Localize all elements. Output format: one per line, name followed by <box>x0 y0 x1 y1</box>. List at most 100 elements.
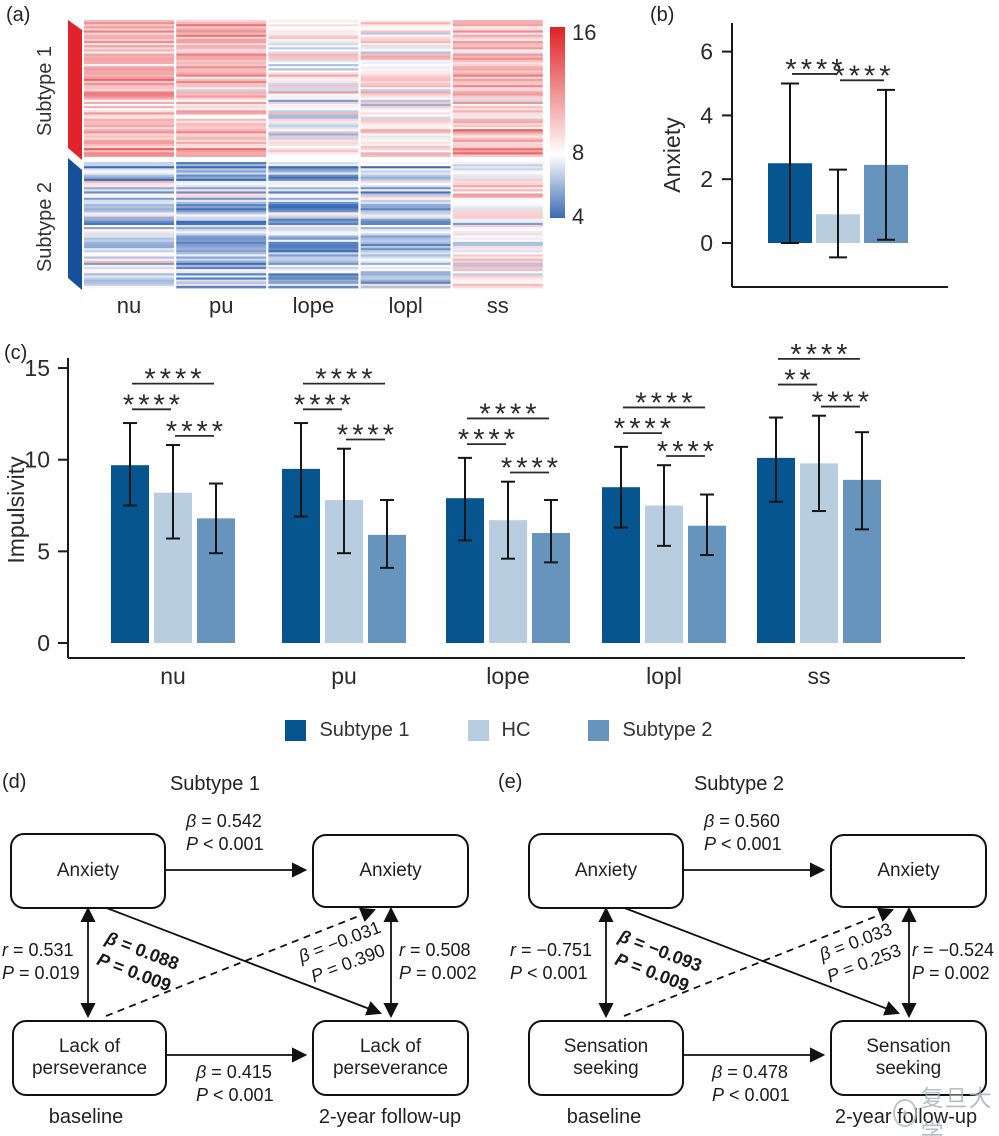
c-errorbar-lope-0 <box>458 456 472 542</box>
heatmap-cells <box>84 20 543 289</box>
panel-b-label: (b) <box>650 4 675 26</box>
legend-item-hc: HC <box>467 719 530 742</box>
c-sig-stars-nu: **** <box>123 389 184 421</box>
colorbar-tick-8: 8 <box>572 140 584 165</box>
b-y-axis-title: Anxiety <box>659 117 685 193</box>
heatmap-column-label-lopl: lopl <box>388 293 422 318</box>
legend-item-subtype-2: Subtype 2 <box>588 719 713 742</box>
heatmap-column-label-pu: pu <box>209 293 233 318</box>
box-e-sensation-baseline: Sensation seeking <box>528 1020 684 1096</box>
path-model-arrows <box>80 862 917 1063</box>
time-label-d-followup: 2-year follow-up <box>318 1106 462 1128</box>
c-errorbar-lope-1 <box>501 480 515 560</box>
heatmap-column-label-lope: lope <box>293 293 335 318</box>
c-errorbar-ss-2 <box>855 431 869 531</box>
box-d-anxiety-followup: Anxiety <box>312 834 469 908</box>
box-e-anxiety-followup: Anxiety <box>830 834 987 908</box>
c-sig-stars-nu: **** <box>166 416 227 448</box>
b-sig-stars: **** <box>785 54 846 86</box>
c-errorbar-lopl-1 <box>657 464 671 547</box>
panel-e-label: (e) <box>498 771 523 793</box>
heatmap-panel: nu pu lope lopl ss 16 8 4 <box>68 20 596 318</box>
b-errorbar-2 <box>877 88 895 241</box>
legend-swatch <box>285 720 307 741</box>
c-sig-stars-nu: **** <box>144 364 205 396</box>
watermark-seal-icon: ✦ <box>893 1099 917 1127</box>
c-errorbar-nu-1 <box>166 444 180 540</box>
panel-c-label: (c) <box>4 342 28 364</box>
c-ytick-label: 0 <box>37 630 50 656</box>
stat-d-left-correlation: r = 0.531 P = 0.019 <box>2 940 80 984</box>
legend-swatch <box>467 720 489 741</box>
c-sig-stars-lope: **** <box>458 424 519 456</box>
c-ytick-label: 15 <box>24 355 50 381</box>
arrow-e-cross-lag-dashed <box>623 907 894 1017</box>
panel-d-title: Subtype 1 <box>169 773 261 795</box>
b-ytick-label: 6 <box>700 39 713 65</box>
subtype2-band <box>68 158 82 290</box>
c-ytick-label: 5 <box>37 538 50 564</box>
c-errorbar-nu-2 <box>209 482 223 555</box>
arrow-d-cross-lag-solid <box>103 906 382 1016</box>
stat-e-bottom: β = 0.478 P < 0.001 <box>712 1062 790 1106</box>
heatmap-column-label-ss: ss <box>487 293 509 318</box>
c-sig-stars-pu: **** <box>294 389 355 421</box>
impulsivity-bar-chart: 051015Impulsivitynu************pu*******… <box>3 339 965 689</box>
legend-label: Subtype 2 <box>622 719 713 741</box>
watermark-logo: ✦ 复旦大学 <box>893 1085 999 1136</box>
c-sig-stars-ss: **** <box>812 387 873 419</box>
c-errorbar-lopl-0 <box>614 445 628 529</box>
row-group-label-subtype2: Subtype 2 <box>34 181 56 273</box>
c-category-label-lopl: lopl <box>646 663 682 689</box>
c-sig-stars-lope: **** <box>479 398 540 430</box>
box-d-perseverance-followup: Lack of perseverance <box>312 1020 469 1096</box>
stat-e-right-correlation: r = −0.524 P = 0.002 <box>912 940 995 984</box>
row-group-label-subtype1: Subtype 1 <box>34 45 56 137</box>
stat-d-top: β = 0.542 P < 0.001 <box>186 811 264 855</box>
subtype1-band <box>68 20 82 160</box>
c-errorbar-pu-2 <box>380 499 394 569</box>
legend-label: Subtype 1 <box>319 719 410 741</box>
c-category-label-lope: lope <box>486 663 529 689</box>
panel-d-label: (d) <box>2 771 27 793</box>
b-errorbar-0 <box>781 82 799 244</box>
colorbar-tick-16: 16 <box>572 20 596 45</box>
box-e-anxiety-baseline: Anxiety <box>528 833 684 909</box>
anxiety-bar-chart: 0 2 4 6 Anxiety ******** <box>659 23 948 289</box>
c-errorbar-ss-1 <box>812 414 826 513</box>
stat-d-bottom: β = 0.415 P < 0.001 <box>196 1062 274 1106</box>
c-sig-stars-lopl: **** <box>635 387 696 419</box>
c-sig-stars-lopl: **** <box>657 436 718 468</box>
b-errorbar-1 <box>829 168 847 259</box>
box-d-anxiety-baseline: Anxiety <box>10 833 166 909</box>
heatmap-column-label-nu: nu <box>117 293 141 318</box>
c-errorbar-nu-0 <box>123 422 137 507</box>
c-sig-stars-pu: **** <box>315 364 376 396</box>
legend-item-subtype-1: Subtype 1 <box>285 719 410 742</box>
c-sig-stars-lope: **** <box>501 453 562 485</box>
time-label-d-baseline: baseline <box>48 1106 124 1128</box>
time-label-e-baseline: baseline <box>566 1106 642 1128</box>
watermark-text: 复旦大学 <box>920 1085 993 1136</box>
box-e-sensation-followup: Sensation seeking <box>830 1020 987 1096</box>
panel-a-label: (a) <box>6 4 31 26</box>
stat-d-right-correlation: r = 0.508 P = 0.002 <box>399 940 477 984</box>
c-sig-stars-ss: ** <box>784 365 815 397</box>
c-category-label-pu: pu <box>331 663 357 689</box>
colorbar-tick-4: 4 <box>572 204 584 229</box>
c-errorbar-pu-0 <box>294 422 308 518</box>
legend-swatch <box>588 720 610 741</box>
c-sig-stars-ss: **** <box>790 339 851 371</box>
panel-e-title: Subtype 2 <box>693 773 785 795</box>
c-errorbar-pu-1 <box>337 447 351 555</box>
c-y-axis-title: Impulsivity <box>3 456 29 564</box>
stat-e-top: β = 0.560 P < 0.001 <box>704 811 782 855</box>
c-errorbar-ss-0 <box>769 416 783 503</box>
box-d-perseverance-baseline: Lack of perseverance <box>12 1020 167 1096</box>
c-category-label-nu: nu <box>160 663 186 689</box>
b-ytick-label: 2 <box>700 166 713 192</box>
b-ytick-label: 4 <box>700 102 713 128</box>
b-ytick-label: 0 <box>700 230 713 256</box>
legend: Subtype 1 HC Subtype 2 <box>34 719 964 742</box>
